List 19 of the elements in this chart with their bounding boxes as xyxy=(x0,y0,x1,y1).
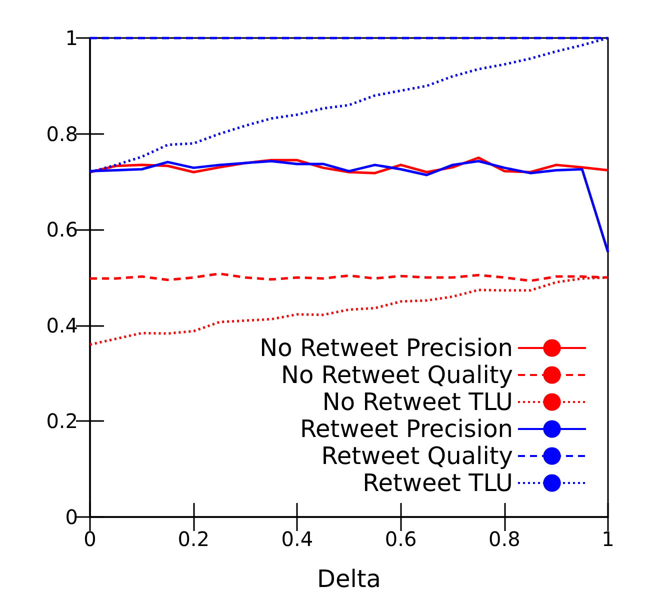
x-tick-label: 0 xyxy=(84,527,96,551)
y-tick-label: 0 xyxy=(65,505,78,529)
y-tick-label: 1 xyxy=(65,26,78,50)
legend-label: Retweet Precision xyxy=(300,415,513,443)
legend-label: No Retweet TLU xyxy=(322,388,513,416)
legend-label: Retweet TLU xyxy=(362,469,513,497)
legend-label: Retweet Quality xyxy=(321,442,513,470)
y-tick-label: 0.6 xyxy=(46,218,78,242)
y-tick-label: 0.4 xyxy=(46,313,78,338)
y-tick-label: 0.2 xyxy=(46,409,78,434)
legend-label: No Retweet Quality xyxy=(281,361,513,389)
x-tick-label: 0.2 xyxy=(178,527,210,551)
x-tick-label: 0.8 xyxy=(488,527,520,551)
x-axis-title: Delta xyxy=(316,565,382,593)
legend-label: No Retweet Precision xyxy=(260,334,513,362)
x-tick-label: 0.6 xyxy=(384,527,417,551)
y-tick-label: 0.8 xyxy=(46,122,78,146)
x-tick-label: 1 xyxy=(602,527,614,551)
x-tick-label: 0.4 xyxy=(281,527,314,551)
